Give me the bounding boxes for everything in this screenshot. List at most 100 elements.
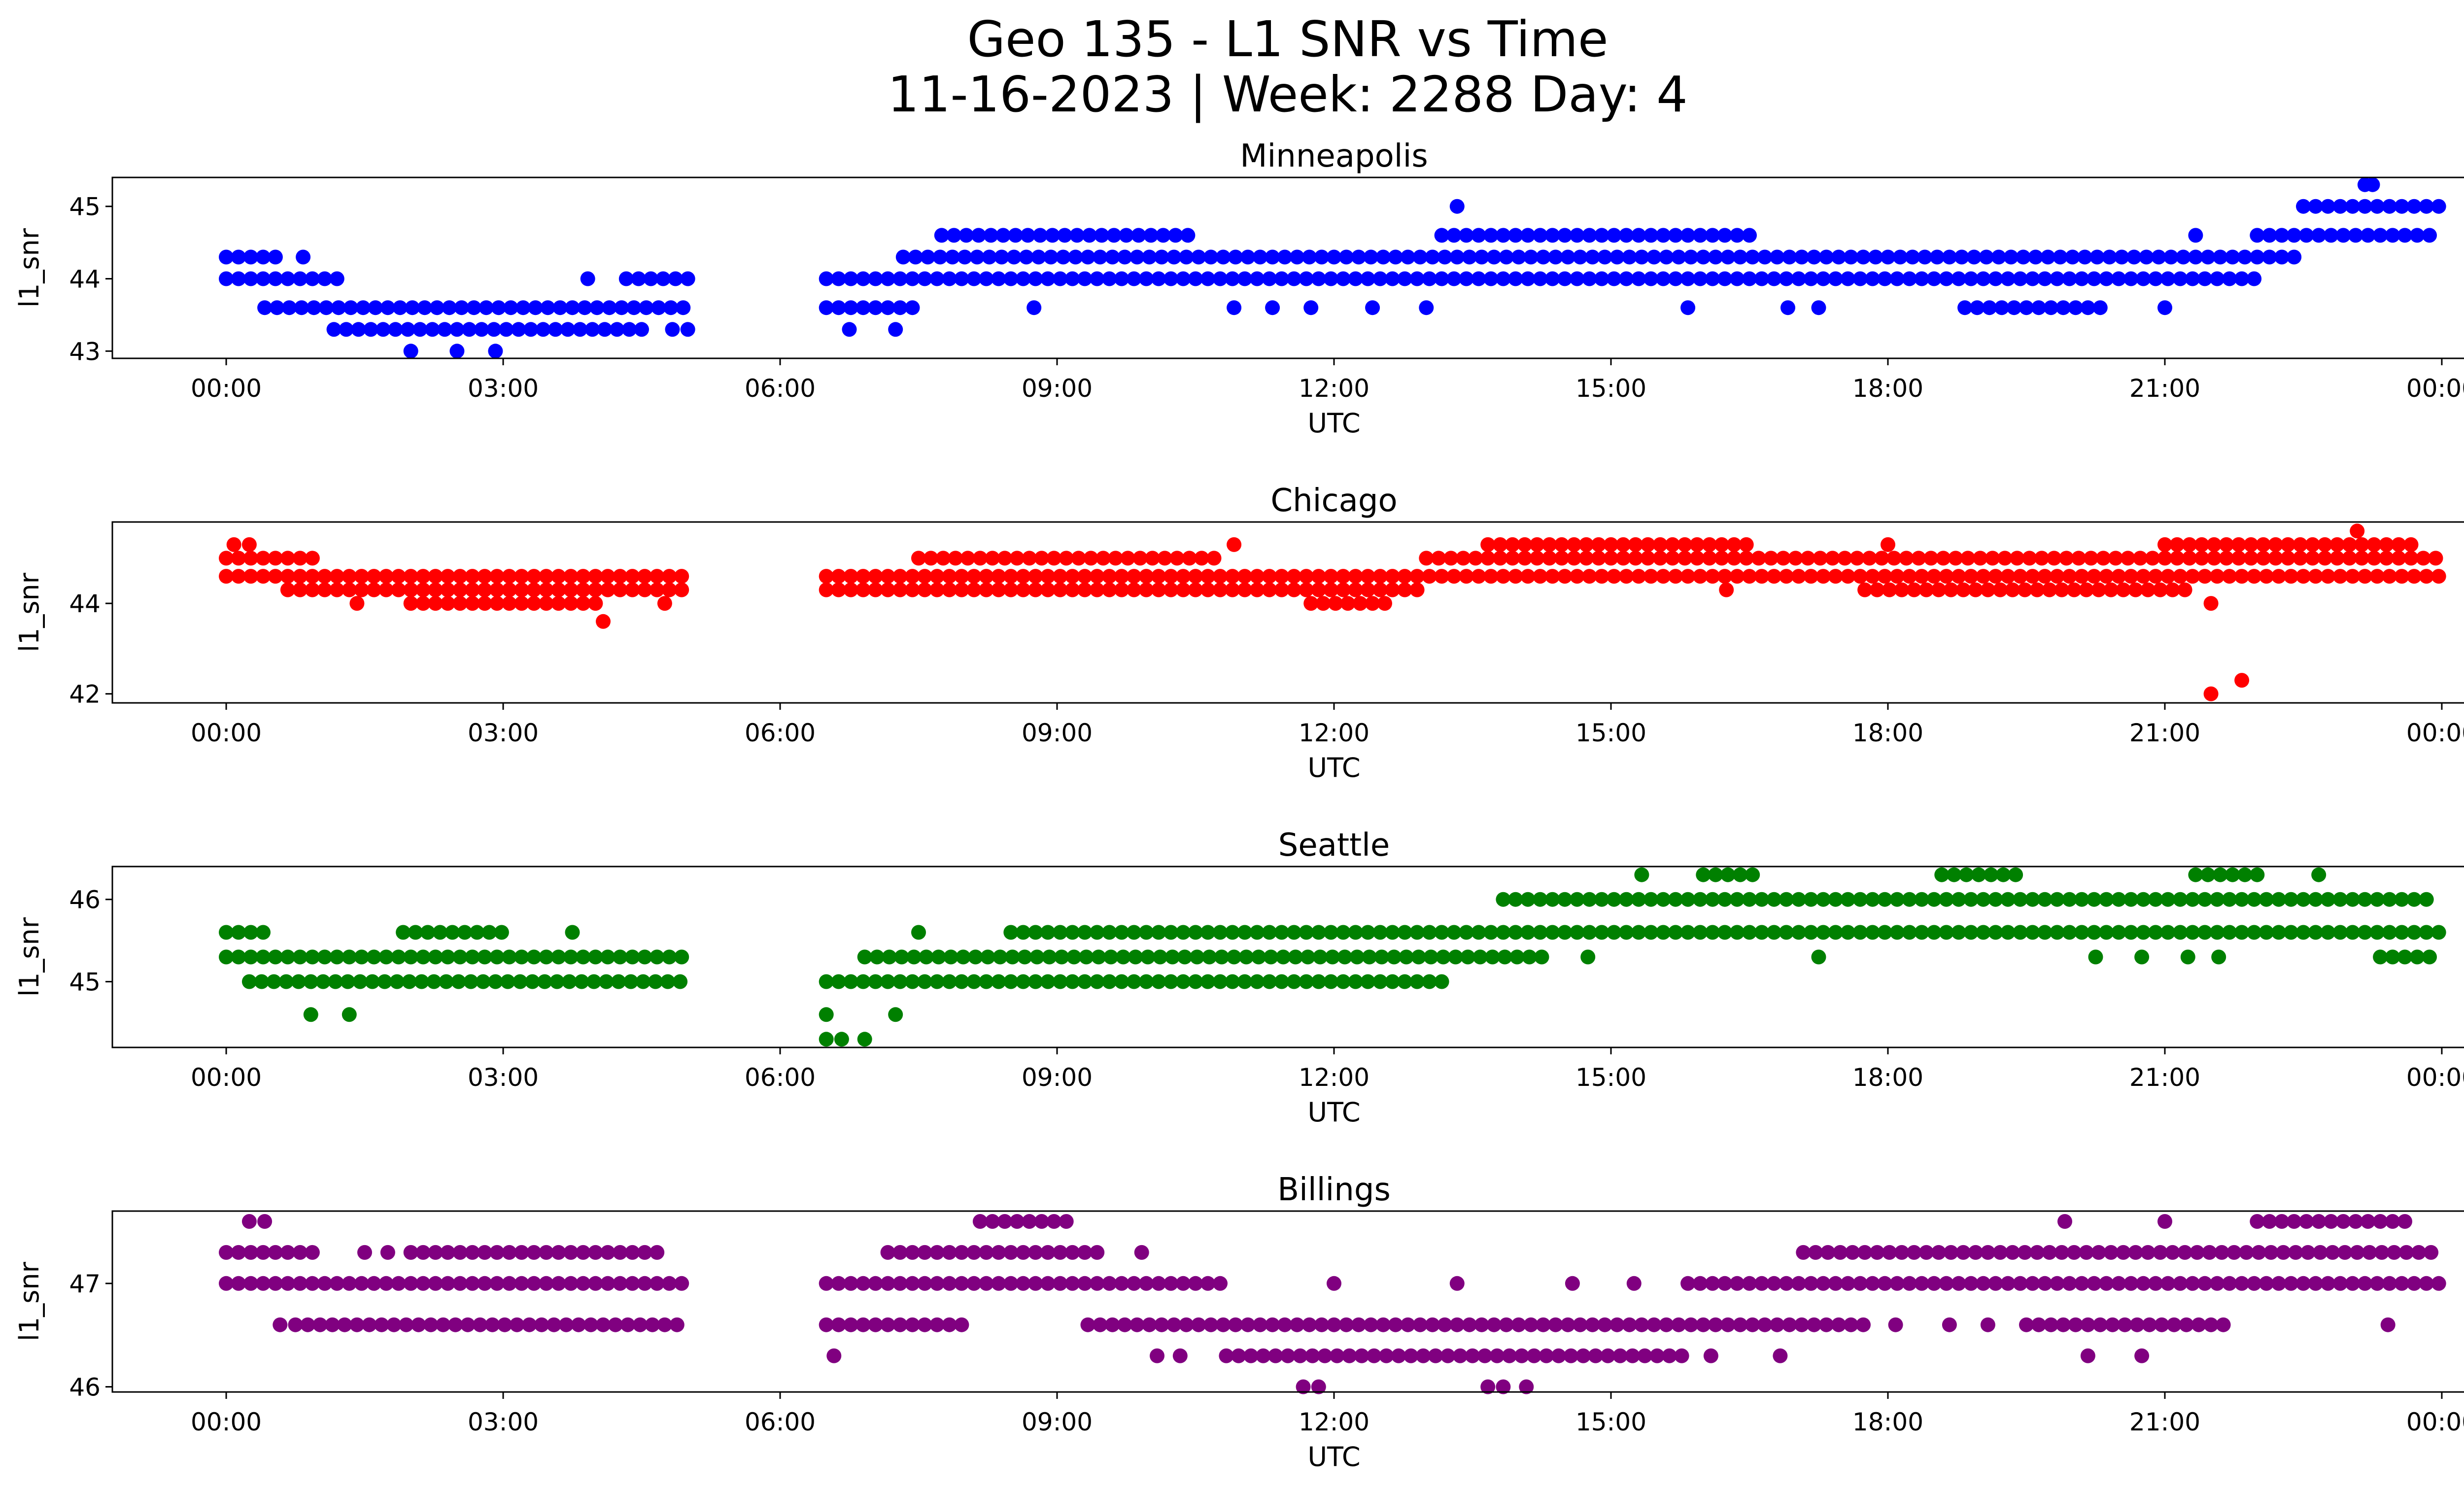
data-point [1696,1317,1711,1332]
data-point [966,582,982,597]
data-point [1533,228,1548,243]
data-point [366,949,381,965]
data-point [1811,949,1826,965]
data-point [1656,271,1671,286]
data-point [1032,228,1048,243]
data-point [1803,925,1818,940]
data-point [266,974,281,989]
data-point [2385,949,2400,965]
data-point [1979,249,1994,265]
data-point [1028,569,1043,584]
data-point [1102,1276,1117,1291]
data-point [1090,582,1105,597]
data-point [610,322,625,337]
data-point [1796,1245,1811,1260]
x-tick-label: 00:00 [2406,719,2464,747]
data-point [2105,1317,2120,1332]
data-point [1742,569,1757,584]
data-point [1299,974,1314,989]
data-point [1779,271,1794,286]
data-point [1619,925,1634,940]
data-point [2022,551,2037,566]
data-point [2182,537,2197,552]
data-point [420,925,435,940]
data-point [1520,228,1536,243]
data-point [1262,582,1277,597]
data-point [954,1276,969,1291]
data-point [1225,582,1240,597]
data-point [305,551,320,566]
data-point [1557,569,1573,584]
data-point [1225,271,1240,286]
data-point [2091,582,2106,597]
data-point [231,925,246,940]
data-point [317,569,332,584]
data-point [399,1317,414,1332]
data-point [1944,582,1958,597]
data-point [2369,199,2385,214]
data-point [1773,1348,1788,1363]
data-point [1720,867,1736,882]
data-point [1533,925,1548,940]
data-point [254,974,269,989]
data-point [2250,228,2265,243]
data-point [1340,596,1356,611]
data-point [1286,582,1301,597]
data-point [1597,249,1612,265]
data-point [600,1245,616,1260]
data-point [436,1317,451,1332]
data-point [2337,1245,2353,1260]
data-point [1717,228,1732,243]
data-point [1339,249,1354,265]
data-point [1936,551,1951,566]
data-point [2202,1245,2217,1260]
data-point [2017,1245,2032,1260]
data-point [1028,271,1043,286]
data-point [856,569,871,584]
data-point [2037,569,2053,584]
data-point [1082,228,1097,243]
data-point [1323,582,1338,597]
data-point [1323,974,1338,989]
data-point [888,322,903,337]
x-tick-label: 21:00 [2129,719,2200,747]
data-point [1022,551,1037,566]
data-points [219,177,2446,359]
data-point [502,1245,517,1260]
data-point [2089,249,2105,265]
y-axis-label: l1_snr [14,228,45,308]
data-point [571,1317,586,1332]
data-point [1705,271,1720,286]
data-point [380,1245,395,1260]
data-point [2074,1276,2089,1291]
data-point [1548,1317,1563,1332]
data-point [1034,551,1049,566]
data-point [1680,300,1696,315]
data-point [2133,551,2148,566]
data-point [296,249,311,265]
data-point [1514,1348,1529,1363]
data-point [1066,949,1082,965]
data-point [1009,1214,1025,1229]
data-point [1852,892,1868,907]
data-point [1754,1276,1769,1291]
data-point [980,949,995,965]
data-point [2431,925,2446,940]
data-point [1200,974,1215,989]
data-point [1029,949,1045,965]
data-point [1683,249,1699,265]
data-point [831,1276,846,1291]
data-point [1502,1348,1517,1363]
data-point [2148,569,2163,584]
data-point [423,1317,439,1332]
data-point [1203,249,1219,265]
data-point [650,582,665,597]
data-point [2373,1214,2388,1229]
data-point [1542,537,1557,552]
data-point [2325,1245,2340,1260]
data-point [917,1245,932,1260]
data-point [1176,271,1191,286]
data-point [1745,1317,1760,1332]
data-point [625,582,640,597]
data-point [2410,949,2425,965]
